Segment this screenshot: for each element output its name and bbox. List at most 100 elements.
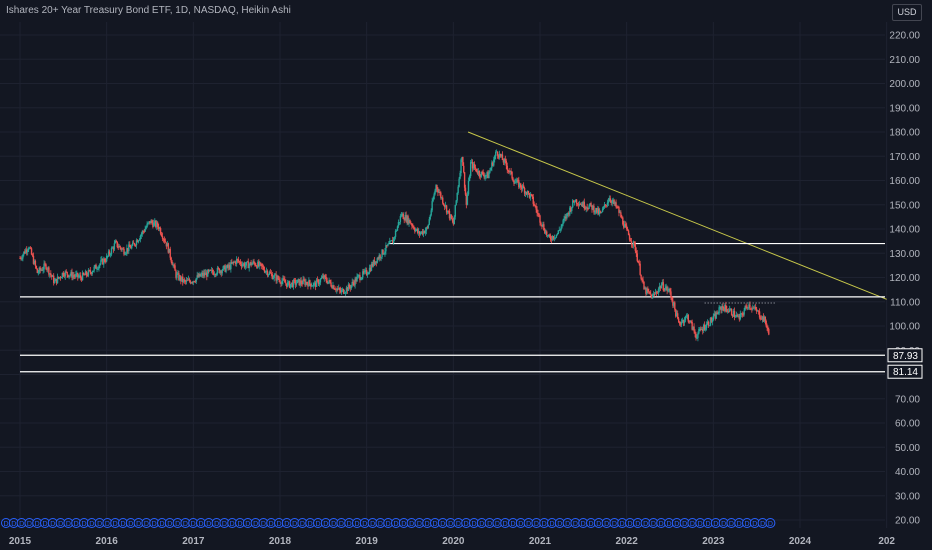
candle xyxy=(253,261,255,263)
candle xyxy=(614,202,616,204)
candle xyxy=(90,272,92,275)
candle xyxy=(434,190,436,195)
candle xyxy=(70,271,72,275)
event-marker-label: D xyxy=(237,521,242,528)
candle xyxy=(421,231,424,235)
candle xyxy=(573,200,575,203)
candle xyxy=(497,155,500,158)
event-marker-label: D xyxy=(596,521,601,528)
currency-button[interactable]: USD xyxy=(892,4,922,21)
candle xyxy=(356,276,358,282)
candle xyxy=(513,181,515,184)
candle xyxy=(467,180,470,195)
candle xyxy=(116,241,118,248)
y-tick-label: 60.00 xyxy=(895,419,920,430)
candle xyxy=(93,266,95,271)
candle xyxy=(370,263,373,271)
candle xyxy=(466,194,469,205)
candle xyxy=(194,281,196,283)
candle xyxy=(266,270,269,276)
event-marker-label: D xyxy=(113,521,118,528)
event-marker-label: D xyxy=(159,521,164,528)
candle xyxy=(666,286,668,291)
candle xyxy=(697,333,699,338)
event-marker-label: D xyxy=(510,521,515,528)
chart-title: Ishares 20+ Year Treasury Bond ETF, 1D, … xyxy=(6,5,291,16)
candle xyxy=(21,258,23,260)
candle xyxy=(437,189,439,193)
candle xyxy=(119,245,121,248)
event-marker-label: D xyxy=(651,521,656,528)
y-tick-label: 190.00 xyxy=(889,103,920,114)
candle xyxy=(296,279,299,284)
candle xyxy=(735,315,738,317)
candle xyxy=(139,235,142,240)
event-marker-label: D xyxy=(393,521,398,528)
candle xyxy=(81,272,84,281)
candle xyxy=(576,203,579,205)
candle xyxy=(718,307,720,314)
event-marker-label: D xyxy=(120,521,125,528)
candle xyxy=(704,328,707,330)
candle xyxy=(506,165,508,171)
candle xyxy=(760,318,763,320)
candle xyxy=(360,279,362,281)
candle xyxy=(522,185,525,188)
candle xyxy=(346,287,349,291)
candle xyxy=(86,275,89,276)
candle xyxy=(639,263,641,275)
candle xyxy=(567,212,569,214)
candle xyxy=(647,288,649,292)
candle xyxy=(586,207,588,209)
candle xyxy=(76,272,78,275)
candle xyxy=(736,315,739,316)
candle xyxy=(198,273,200,278)
candle xyxy=(669,289,671,292)
time-axis: 2015 2016 2017 2018 2019 2020 2021 2022 2023 2024… xyxy=(9,536,896,547)
candle xyxy=(204,272,206,276)
candle xyxy=(560,226,562,230)
candle xyxy=(254,262,256,266)
candle xyxy=(358,275,360,276)
candle xyxy=(151,220,153,223)
candle xyxy=(285,282,287,284)
candle xyxy=(247,261,249,269)
candle xyxy=(382,249,384,255)
candle xyxy=(752,307,754,310)
candle xyxy=(130,247,132,249)
candle xyxy=(301,283,303,285)
candle xyxy=(682,319,685,323)
candle xyxy=(453,216,455,225)
candle xyxy=(443,205,446,207)
candle xyxy=(643,281,645,290)
event-marker-label: D xyxy=(269,521,274,528)
candle xyxy=(174,265,176,271)
candle xyxy=(347,284,350,291)
candle xyxy=(680,321,683,325)
candle xyxy=(51,275,53,277)
candle xyxy=(376,258,378,263)
candle xyxy=(187,279,190,281)
candle xyxy=(533,203,535,206)
candle xyxy=(557,230,559,234)
event-marker-label: D xyxy=(362,521,367,528)
candle xyxy=(49,273,51,275)
price-axis: 20.0030.0040.0050.0060.0070.0080.0090.00… xyxy=(889,31,920,527)
candle xyxy=(646,288,648,294)
event-marker-label: D xyxy=(19,521,24,528)
candle xyxy=(206,272,208,277)
event-marker-label: D xyxy=(729,521,734,528)
candle xyxy=(262,266,265,270)
candle xyxy=(171,261,173,266)
x-tick-label: 2017 xyxy=(182,536,205,547)
candle xyxy=(762,316,765,322)
candle xyxy=(448,211,451,219)
candle xyxy=(600,211,603,213)
candle xyxy=(588,205,590,209)
candle xyxy=(124,253,126,255)
candle xyxy=(149,221,151,224)
candle xyxy=(112,247,115,250)
event-marker-label: D xyxy=(97,521,102,528)
